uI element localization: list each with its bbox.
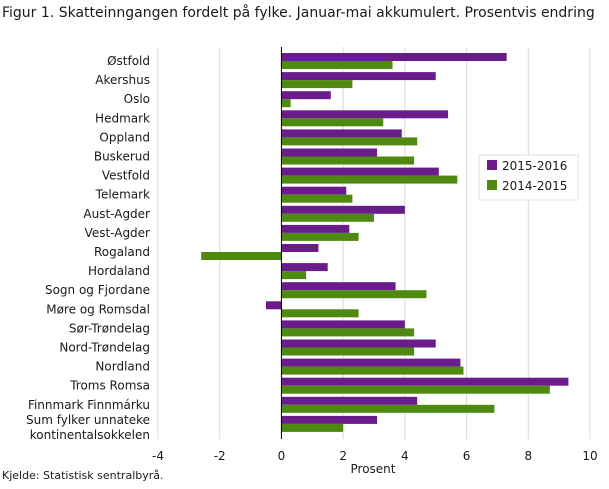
legend-swatch: [487, 180, 497, 190]
x-tick-label: 4: [401, 449, 409, 463]
bar-2015-2016: [281, 415, 378, 424]
category-label: Sogn og Fjordane: [45, 283, 150, 297]
bar-2014-2015: [281, 423, 344, 432]
category-label: Sum fylker unnateke kontinentalsokkelen: [26, 413, 150, 442]
bar-2014-2015: [281, 213, 374, 222]
legend: 2015-2016 2014-2015: [478, 154, 579, 201]
category-label: Nord-Trøndelag: [59, 341, 150, 355]
bar-2015-2016: [281, 396, 418, 405]
category-label: Telemark: [95, 188, 150, 202]
bar-2014-2015: [281, 385, 550, 394]
bar-2015-2016: [281, 148, 378, 157]
category-label: Rogaland: [94, 245, 150, 259]
legend-label: 2014-2015: [502, 179, 567, 193]
bar-2014-2015: [281, 309, 359, 318]
bar-2015-2016: [266, 301, 282, 310]
bar-2015-2016: [281, 91, 331, 100]
category-labels: Østfold Akershus Oslo Hedmark Oppland Buskeru…: [26, 54, 150, 442]
bars: [201, 53, 569, 432]
bar-2014-2015: [281, 137, 418, 146]
category-label: Hordaland: [88, 264, 150, 278]
category-label: Finnmark Finnmárku: [28, 398, 150, 412]
category-label: Vest-Agder: [85, 226, 151, 240]
bar-2015-2016: [281, 377, 569, 386]
bar-2015-2016: [281, 53, 507, 61]
bar-2014-2015: [281, 366, 464, 375]
bar-2014-2015: [281, 232, 359, 241]
bar-2014-2015: [281, 99, 291, 108]
bar-2015-2016: [281, 129, 402, 138]
bar-2015-2016: [281, 282, 396, 291]
x-tick-label: 6: [463, 449, 471, 463]
category-label: Hedmark: [95, 111, 150, 125]
category-label: Møre og Romsdal: [46, 302, 150, 316]
category-label: Troms Romsa: [69, 379, 150, 393]
category-label: Buskerud: [94, 150, 150, 164]
x-tick-label: 0: [278, 449, 286, 463]
bar-2015-2016: [281, 320, 405, 329]
source-note: Kjelde: Statistisk sentralbyrå.: [2, 469, 164, 482]
x-tick-label: 8: [524, 449, 532, 463]
bar-2015-2016: [281, 263, 328, 272]
category-label: Østfold: [107, 54, 150, 68]
x-axis-title: Prosent: [351, 462, 396, 476]
x-tick-label: 2: [339, 449, 347, 463]
bar-2014-2015: [281, 194, 353, 203]
bar-2014-2015: [201, 252, 282, 260]
bar-2015-2016: [281, 110, 449, 119]
bar-2014-2015: [281, 328, 415, 337]
category-label: Vestfold: [102, 169, 150, 183]
bar-2015-2016: [281, 358, 461, 367]
x-tick-label: 10: [582, 449, 597, 463]
category-label: Oppland: [99, 130, 150, 144]
axes: -4 -2 0 2 4 6 8 10: [152, 47, 598, 463]
bar-2014-2015: [281, 404, 495, 413]
bar-2015-2016: [281, 72, 436, 81]
category-label: Nordland: [95, 360, 150, 374]
bar-2014-2015: [281, 175, 458, 184]
category-label: Akershus: [95, 73, 150, 87]
bar-2014-2015: [281, 347, 415, 356]
category-label: Aust-Agder: [83, 207, 150, 221]
bar-2014-2015: [281, 61, 393, 69]
bar-2015-2016: [281, 224, 350, 233]
bar-2014-2015: [281, 156, 415, 165]
x-tick-label: -2: [214, 449, 226, 463]
legend-label: 2015-2016: [502, 159, 567, 173]
bar-2015-2016: [281, 244, 319, 252]
category-label: Oslo: [124, 92, 150, 106]
bar-2015-2016: [281, 205, 405, 214]
category-label: Sør-Trøndelag: [69, 321, 150, 335]
bar-2014-2015: [281, 80, 353, 89]
bar-2014-2015: [281, 290, 427, 299]
bar-2014-2015: [281, 118, 384, 127]
bar-2014-2015: [281, 271, 307, 280]
bar-2015-2016: [281, 167, 439, 176]
legend-swatch: [487, 160, 497, 170]
chart-title: Figur 1. Skatteinngangen fordelt på fylk…: [2, 5, 595, 21]
x-tick-label: -4: [152, 449, 164, 463]
bar-2015-2016: [281, 186, 347, 195]
bar-2015-2016: [281, 339, 436, 348]
